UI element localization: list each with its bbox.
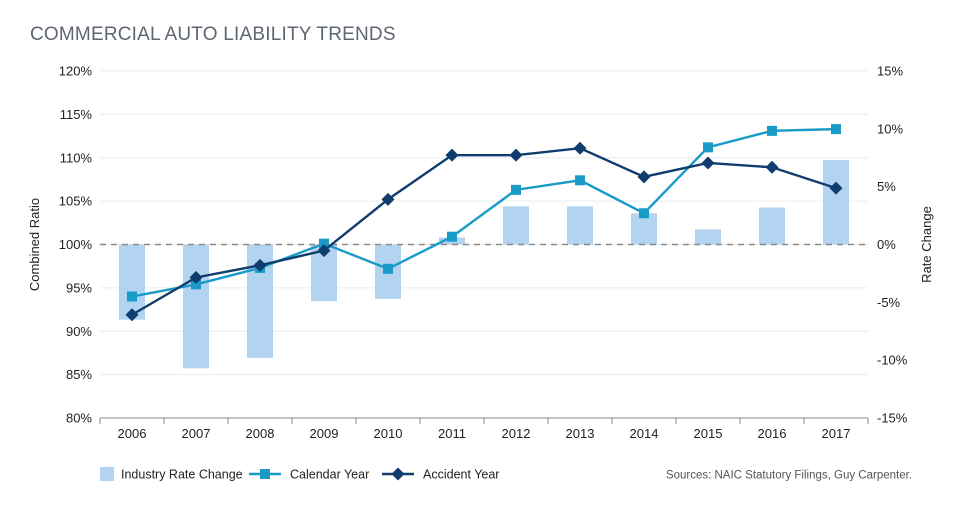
- point-calendar-year-2010: [383, 263, 393, 274]
- y-tick-label-left: 120%: [59, 64, 93, 79]
- bar-2014: [631, 213, 657, 245]
- point-accident-year-2016: [765, 160, 779, 174]
- bar-2007: [183, 244, 209, 369]
- x-tick-label: 2011: [438, 426, 466, 441]
- legend-swatch-industry-rate-change: [100, 467, 114, 481]
- bar-2015: [695, 229, 721, 245]
- point-accident-year-2009: [317, 244, 331, 258]
- point-calendar-year-2014: [639, 208, 649, 219]
- point-calendar-year-2015: [703, 142, 713, 153]
- y-axis-title-left: Combined Ratio: [27, 198, 42, 291]
- y-tick-label-left: 110%: [60, 150, 93, 165]
- y-tick-label-left: 90%: [66, 324, 92, 339]
- x-tick-label: 2009: [310, 426, 339, 441]
- x-tick-label: 2008: [246, 426, 275, 441]
- bar-2016: [759, 207, 785, 245]
- point-accident-year-2015: [701, 156, 715, 170]
- x-tick-label: 2012: [502, 426, 531, 441]
- x-tick-label: 2010: [374, 426, 403, 441]
- point-calendar-year-2009: [319, 238, 329, 249]
- point-accident-year-2017: [829, 181, 843, 195]
- point-accident-year-2012: [509, 148, 523, 162]
- y-tick-label-right: 5%: [877, 179, 896, 194]
- legend-label-accident-year: Accident Year: [423, 468, 499, 482]
- legend-label-industry-rate-change: Industry Rate Change: [121, 468, 243, 482]
- legend-label-calendar-year: Calendar Year: [290, 468, 369, 482]
- x-tick-label: 2006: [118, 426, 147, 441]
- x-tick-label: 2017: [822, 426, 851, 441]
- y-tick-label-right: -15%: [877, 411, 908, 426]
- y-tick-label-right: 0%: [877, 237, 896, 252]
- line-calendar-year: [131, 127, 837, 298]
- y-tick-label-right: -10%: [877, 353, 908, 368]
- point-accident-year-2014: [637, 170, 651, 184]
- legend-marker-accident-year: [391, 467, 405, 481]
- point-calendar-year-2017: [831, 124, 841, 135]
- y-tick-label-left: 105%: [59, 194, 93, 209]
- legend-marker-calendar-year: [260, 469, 270, 479]
- source-note: Sources: NAIC Statutory Filings, Guy Car…: [666, 470, 912, 482]
- point-calendar-year-2016: [767, 125, 777, 136]
- y-tick-label-right: 10%: [877, 121, 903, 136]
- y-tick-label-left: 100%: [59, 237, 93, 252]
- y-tick-label-right: 15%: [877, 64, 903, 79]
- point-accident-year-2011: [445, 148, 459, 162]
- bar-2013: [567, 206, 593, 245]
- x-tick-label: 2007: [182, 426, 211, 441]
- y-axis-title-right: Rate Change: [919, 206, 934, 283]
- y-tick-label-left: 95%: [66, 280, 92, 295]
- y-tick-label-left: 115%: [60, 107, 93, 122]
- point-calendar-year-2013: [575, 175, 585, 186]
- point-accident-year-2007: [189, 270, 203, 284]
- chart-title: COMMERCIAL AUTO LIABILITY TRENDS: [30, 24, 396, 45]
- x-tick-label: 2014: [630, 426, 659, 441]
- x-tick-label: 2016: [758, 426, 787, 441]
- y-tick-label-left: 80%: [66, 411, 92, 426]
- bar-2017: [823, 160, 849, 245]
- point-calendar-year-2011: [447, 231, 457, 242]
- point-calendar-year-2012: [511, 184, 521, 195]
- bar-2012: [503, 206, 529, 245]
- point-accident-year-2013: [573, 141, 587, 155]
- point-accident-year-2010: [381, 192, 395, 206]
- y-tick-label-right: -5%: [877, 295, 901, 310]
- bar-2006: [119, 244, 145, 320]
- y-tick-label-left: 85%: [66, 367, 92, 382]
- x-tick-label: 2015: [694, 426, 723, 441]
- point-accident-year-2006: [125, 308, 139, 322]
- point-calendar-year-2007: [191, 279, 201, 290]
- x-tick-label: 2013: [566, 426, 595, 441]
- point-calendar-year-2006: [127, 291, 137, 302]
- point-accident-year-2008: [253, 258, 267, 272]
- line-accident-year: [131, 146, 837, 316]
